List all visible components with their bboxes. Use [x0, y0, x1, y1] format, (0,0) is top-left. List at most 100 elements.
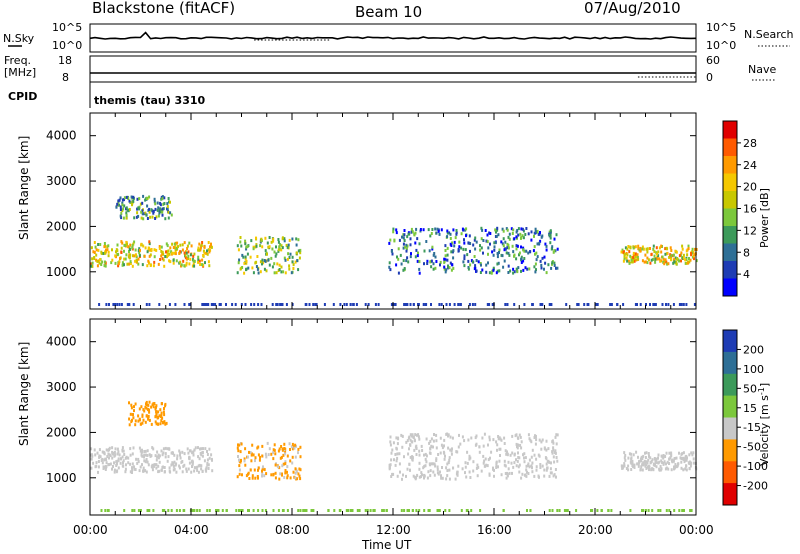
scatter-cell	[454, 236, 457, 240]
scatter-cell	[673, 466, 676, 469]
scatter-cell	[505, 251, 508, 255]
scatter-cell	[261, 469, 263, 473]
scatter-cell	[684, 455, 687, 459]
scatter-cell	[654, 257, 657, 261]
scatter-cell	[522, 229, 525, 233]
scatter-cell	[639, 303, 642, 306]
scatter-cell	[551, 261, 554, 265]
scatter-cell	[626, 247, 629, 251]
scatter-cell	[426, 259, 429, 263]
scatter-cell	[503, 248, 506, 252]
scatter-cell	[410, 230, 413, 234]
scatter-cell	[460, 509, 463, 512]
scatter-cell	[158, 454, 161, 458]
scatter-cell	[545, 468, 548, 472]
scatter-cell	[159, 210, 162, 214]
scatter-cell	[465, 475, 468, 479]
scatter-cell	[675, 456, 678, 460]
scatter-cell	[644, 451, 646, 455]
scatter-cell	[667, 303, 670, 306]
scatter-cell	[271, 265, 274, 269]
scatter-cell	[481, 228, 484, 232]
scatter-cell	[92, 461, 95, 465]
scatter-cell	[152, 211, 155, 215]
scatter-cell	[399, 470, 401, 474]
scatter-cell	[455, 232, 458, 236]
scatter-cell	[186, 247, 189, 250]
scatter-cell	[183, 303, 186, 306]
scatter-cell	[161, 453, 164, 457]
scatter-cell	[610, 509, 613, 512]
scatter-cell	[347, 509, 349, 512]
scatter-cell	[173, 453, 176, 457]
scatter-cell	[170, 213, 173, 217]
scatter-cell	[488, 472, 491, 476]
scatter-cell	[197, 260, 200, 264]
scatter-cell	[355, 303, 358, 306]
scatter-cell	[117, 466, 120, 470]
scatter-cell	[155, 215, 158, 219]
scatter-cell	[458, 245, 461, 249]
x-tick-label: 00:00	[73, 523, 108, 537]
scatter-cell	[257, 509, 260, 512]
scatter-cell	[643, 459, 646, 463]
scatter-cell	[649, 303, 651, 306]
scatter-cell	[553, 261, 556, 265]
scatter-cell	[290, 445, 293, 449]
scatter-cell	[410, 227, 413, 231]
scatter-cell	[295, 251, 298, 255]
scatter-cell	[455, 229, 458, 232]
scatter-cell	[131, 466, 133, 470]
scatter-cell	[548, 509, 551, 512]
scatter-cell	[648, 468, 650, 472]
scatter-cell	[423, 473, 426, 477]
scatter-cell	[674, 256, 677, 260]
scatter-cell	[407, 260, 410, 264]
colorbar-tick-label: 12	[743, 224, 757, 237]
scatter-cell	[471, 303, 474, 306]
scatter-cell	[264, 236, 267, 240]
scatter-cell	[138, 417, 141, 421]
scatter-cell	[91, 261, 94, 265]
scatter-cell	[534, 230, 537, 234]
scatter-cell	[408, 509, 410, 512]
scatter-cell	[439, 263, 441, 267]
scatter-cell	[669, 246, 672, 250]
scatter-cell	[641, 456, 644, 460]
scatter-cell	[658, 460, 661, 464]
scatter-cell	[555, 433, 558, 437]
scatter-cell	[506, 471, 508, 475]
scatter-cell	[553, 473, 556, 477]
colorbar-swatch	[723, 261, 737, 279]
scatter-cell	[90, 453, 93, 457]
colorbar-tick-label: -15	[743, 421, 761, 434]
scatter-cell	[125, 463, 127, 467]
scatter-cell	[390, 475, 393, 478]
scatter-cell	[418, 437, 421, 441]
scatter-cell	[117, 264, 120, 268]
scatter-cell	[352, 303, 355, 306]
scatter-cell	[246, 252, 249, 256]
scatter-cell	[294, 471, 297, 475]
scatter-cell	[506, 228, 509, 232]
scatter-cell	[438, 303, 441, 306]
scatter-cell	[181, 248, 184, 252]
scatter-cell	[237, 261, 240, 265]
scatter-cell	[267, 245, 270, 249]
scatter-cell	[480, 226, 483, 230]
scatter-cell	[90, 457, 93, 461]
scatter-cell	[400, 433, 403, 437]
scatter-cell	[150, 405, 153, 409]
scatter-cell	[201, 303, 204, 306]
scatter-cell	[527, 462, 530, 466]
scatter-cell	[164, 446, 167, 450]
scatter-cell	[277, 465, 280, 469]
scatter-cell	[473, 255, 476, 258]
scatter-cell	[628, 250, 631, 254]
scatter-cell	[122, 464, 125, 468]
scatter-cell	[449, 435, 452, 439]
scatter-cell	[520, 245, 522, 249]
scatter-cell	[270, 240, 273, 244]
scatter-cell	[423, 509, 426, 512]
scatter-cell	[482, 454, 485, 458]
